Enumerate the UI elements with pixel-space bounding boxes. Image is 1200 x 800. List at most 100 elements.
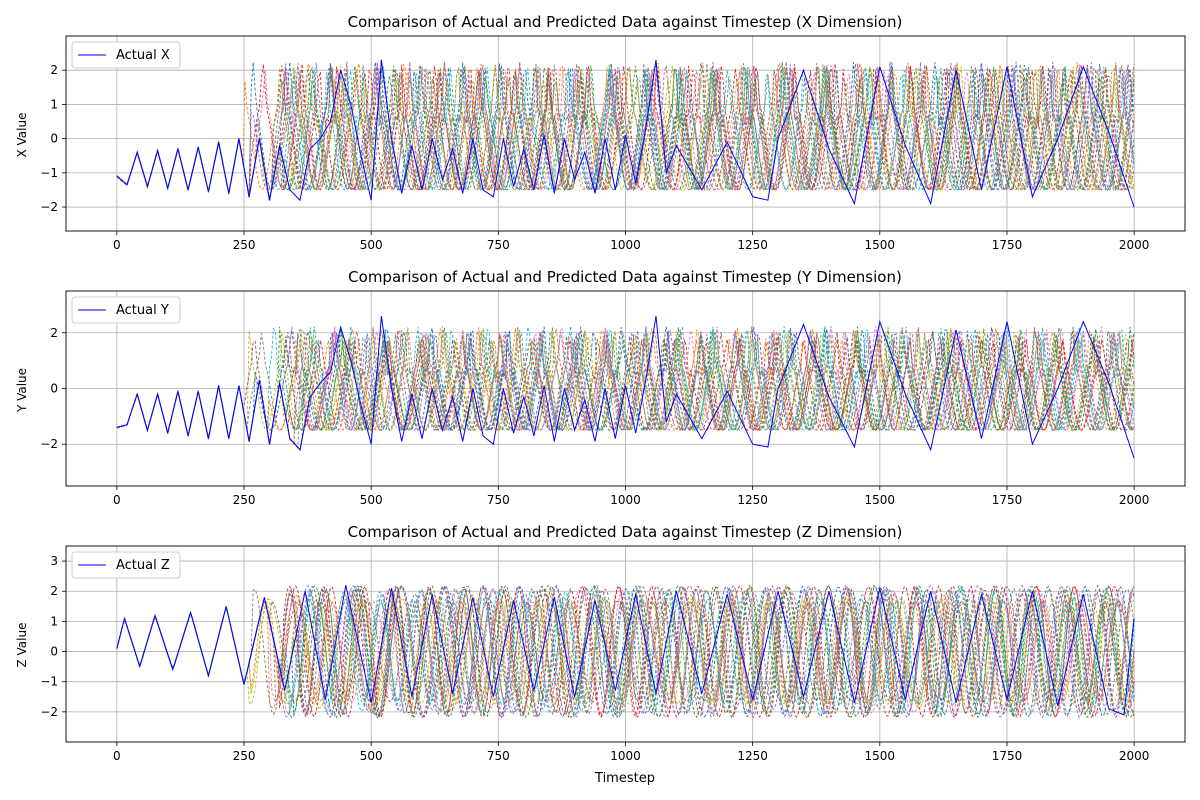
panel-z-ylabel: Z Value bbox=[15, 623, 29, 668]
predicted-series-line bbox=[116, 65, 1135, 198]
predicted-series-line bbox=[116, 590, 1135, 713]
panel-y-legend: Actual Y bbox=[71, 296, 181, 324]
predicted-series-line bbox=[116, 600, 1135, 703]
predicted-series-line bbox=[116, 69, 1135, 201]
predicted-series-line bbox=[116, 600, 1135, 703]
legend-box bbox=[71, 551, 181, 579]
panel-y-ylabel: Y Value bbox=[15, 368, 29, 413]
predicted-series-line bbox=[116, 325, 1135, 442]
legend-label: Actual X bbox=[116, 48, 170, 63]
panel-x-series bbox=[116, 59, 1135, 208]
x-tick-label: 1000 bbox=[610, 493, 641, 507]
predicted-series-line bbox=[116, 584, 1135, 719]
predicted-series-line bbox=[116, 64, 1135, 201]
x-tick-label: 500 bbox=[360, 493, 383, 507]
x-tick-label: 1750 bbox=[992, 238, 1023, 252]
x-tick-label: 2000 bbox=[1119, 238, 1150, 252]
x-tick-label: 2000 bbox=[1119, 749, 1150, 763]
predicted-series-line bbox=[116, 600, 1135, 703]
x-tick-label: 750 bbox=[487, 749, 510, 763]
y-tick-label: 2 bbox=[50, 326, 58, 340]
x-tick-label: 250 bbox=[233, 238, 256, 252]
predicted-series-line bbox=[116, 70, 1135, 198]
x-tick-label: 500 bbox=[360, 238, 383, 252]
predicted-series-line bbox=[116, 588, 1135, 715]
panel-y-series bbox=[116, 316, 1135, 459]
x-tick-label: 1500 bbox=[865, 749, 896, 763]
panel-z-xticks: 0 250 500 750 1000 1250 1500 1750 2000 bbox=[113, 742, 1149, 763]
panel-x-grid bbox=[66, 36, 1185, 231]
panel-x-xticks: 0 250 500 750 1000 1250 1500 1750 2000 bbox=[113, 231, 1149, 252]
x-tick-label: 1250 bbox=[737, 749, 768, 763]
predicted-series-line bbox=[116, 593, 1135, 710]
panel-z-xlabel: Timestep bbox=[594, 771, 655, 786]
x-tick-label: 250 bbox=[233, 749, 256, 763]
panel-x-yticks: −2 −1 0 1 2 bbox=[40, 63, 66, 214]
predicted-series-line bbox=[116, 588, 1135, 715]
predicted-series-line bbox=[116, 598, 1135, 705]
predicted-series-line bbox=[116, 67, 1135, 195]
panel-y-yticks: −2 0 2 bbox=[40, 326, 66, 451]
y-tick-label: 2 bbox=[50, 63, 58, 77]
x-tick-label: 750 bbox=[487, 493, 510, 507]
y-tick-label: 0 bbox=[50, 132, 58, 146]
actual-series-line bbox=[116, 59, 1135, 208]
predicted-series-line bbox=[116, 587, 1135, 716]
y-tick-label: 1 bbox=[50, 614, 58, 628]
predicted-series-line bbox=[116, 64, 1135, 198]
y-tick-label: 0 bbox=[50, 382, 58, 396]
predicted-series-line bbox=[116, 336, 1135, 439]
y-tick-label: 0 bbox=[50, 645, 58, 659]
x-tick-label: 0 bbox=[113, 749, 121, 763]
predicted-series-line bbox=[116, 326, 1135, 445]
y-tick-label: 2 bbox=[50, 584, 58, 598]
panel-z-yticks: −2 −1 0 1 2 3 bbox=[40, 554, 66, 719]
x-tick-label: 1750 bbox=[992, 493, 1023, 507]
predicted-series-line bbox=[116, 61, 1135, 200]
x-tick-label: 750 bbox=[487, 238, 510, 252]
legend-label: Actual Z bbox=[116, 558, 170, 573]
x-tick-label: 1250 bbox=[737, 238, 768, 252]
predicted-series-line bbox=[116, 326, 1135, 445]
panel-x: Comparison of Actual and Predicted Data … bbox=[15, 13, 1186, 252]
y-tick-label: 1 bbox=[50, 97, 58, 111]
panel-z-title: Comparison of Actual and Predicted Data … bbox=[348, 523, 903, 541]
panel-z-legend: Actual Z bbox=[71, 551, 181, 579]
predicted-series-line bbox=[116, 597, 1135, 706]
x-tick-label: 1250 bbox=[737, 493, 768, 507]
y-tick-label: −2 bbox=[40, 200, 58, 214]
x-tick-label: 2000 bbox=[1119, 493, 1150, 507]
panel-y: Comparison of Actual and Predicted Data … bbox=[15, 268, 1186, 507]
panel-z: Comparison of Actual and Predicted Data … bbox=[15, 523, 1186, 786]
predicted-series-line bbox=[116, 67, 1135, 200]
y-tick-label: −1 bbox=[40, 675, 58, 689]
predicted-series-line bbox=[116, 584, 1135, 719]
x-tick-label: 1750 bbox=[992, 749, 1023, 763]
legend-box bbox=[71, 296, 181, 324]
x-tick-label: 1500 bbox=[865, 493, 896, 507]
panel-y-xticks: 0 250 500 750 1000 1250 1500 1750 2000 bbox=[113, 486, 1149, 507]
panel-y-title: Comparison of Actual and Predicted Data … bbox=[348, 268, 902, 286]
x-tick-label: 1500 bbox=[865, 238, 896, 252]
x-tick-label: 500 bbox=[360, 749, 383, 763]
x-tick-label: 1000 bbox=[610, 749, 641, 763]
predicted-series-line bbox=[116, 63, 1135, 198]
actual-series-line bbox=[116, 316, 1135, 459]
legend-label: Actual Y bbox=[116, 303, 169, 318]
panel-x-legend: Actual X bbox=[71, 41, 181, 69]
predicted-series-line bbox=[116, 67, 1135, 201]
predicted-series-line bbox=[116, 330, 1135, 439]
actual-series-line bbox=[116, 585, 1135, 716]
legend-box bbox=[71, 41, 181, 69]
x-tick-label: 0 bbox=[113, 493, 121, 507]
y-tick-label: −2 bbox=[40, 437, 58, 451]
y-tick-label: −2 bbox=[40, 705, 58, 719]
x-tick-label: 0 bbox=[113, 238, 121, 252]
panel-x-title: Comparison of Actual and Predicted Data … bbox=[348, 13, 903, 31]
panel-x-ylabel: X Value bbox=[15, 113, 29, 158]
x-tick-label: 250 bbox=[233, 493, 256, 507]
x-tick-label: 1000 bbox=[610, 238, 641, 252]
panel-z-series bbox=[116, 584, 1135, 719]
y-tick-label: 3 bbox=[50, 554, 58, 568]
